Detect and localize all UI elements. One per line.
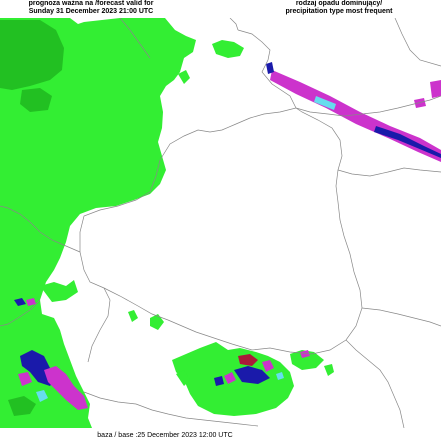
border-lines [0, 18, 441, 428]
precip-type-header: rodzaj opadu dominujący/ precipitation t… [249, 0, 429, 16]
rain-area-intense [0, 20, 64, 112]
forecast-valid-label: prognoza ważna na /forecast valid for [28, 0, 154, 7]
forecast-valid-header: prognoza ważna na /forecast valid for Su… [6, 0, 176, 16]
forecast-valid-date: Sunday 31 December 2023 21:00 UTC [28, 8, 154, 15]
precip-type-label: rodzaj opadu dominujący/ [295, 0, 383, 7]
model-base-time: baza / base :25 December 2023 12:00 UTC [97, 432, 233, 439]
mixed-precip-south [214, 350, 310, 386]
mixed-precip-southwest [8, 298, 88, 416]
precipitation-map [0, 18, 441, 428]
mixed-precip-northeast-band [266, 62, 441, 162]
precip-type-subtitle: precipitation type most frequent [285, 8, 393, 15]
